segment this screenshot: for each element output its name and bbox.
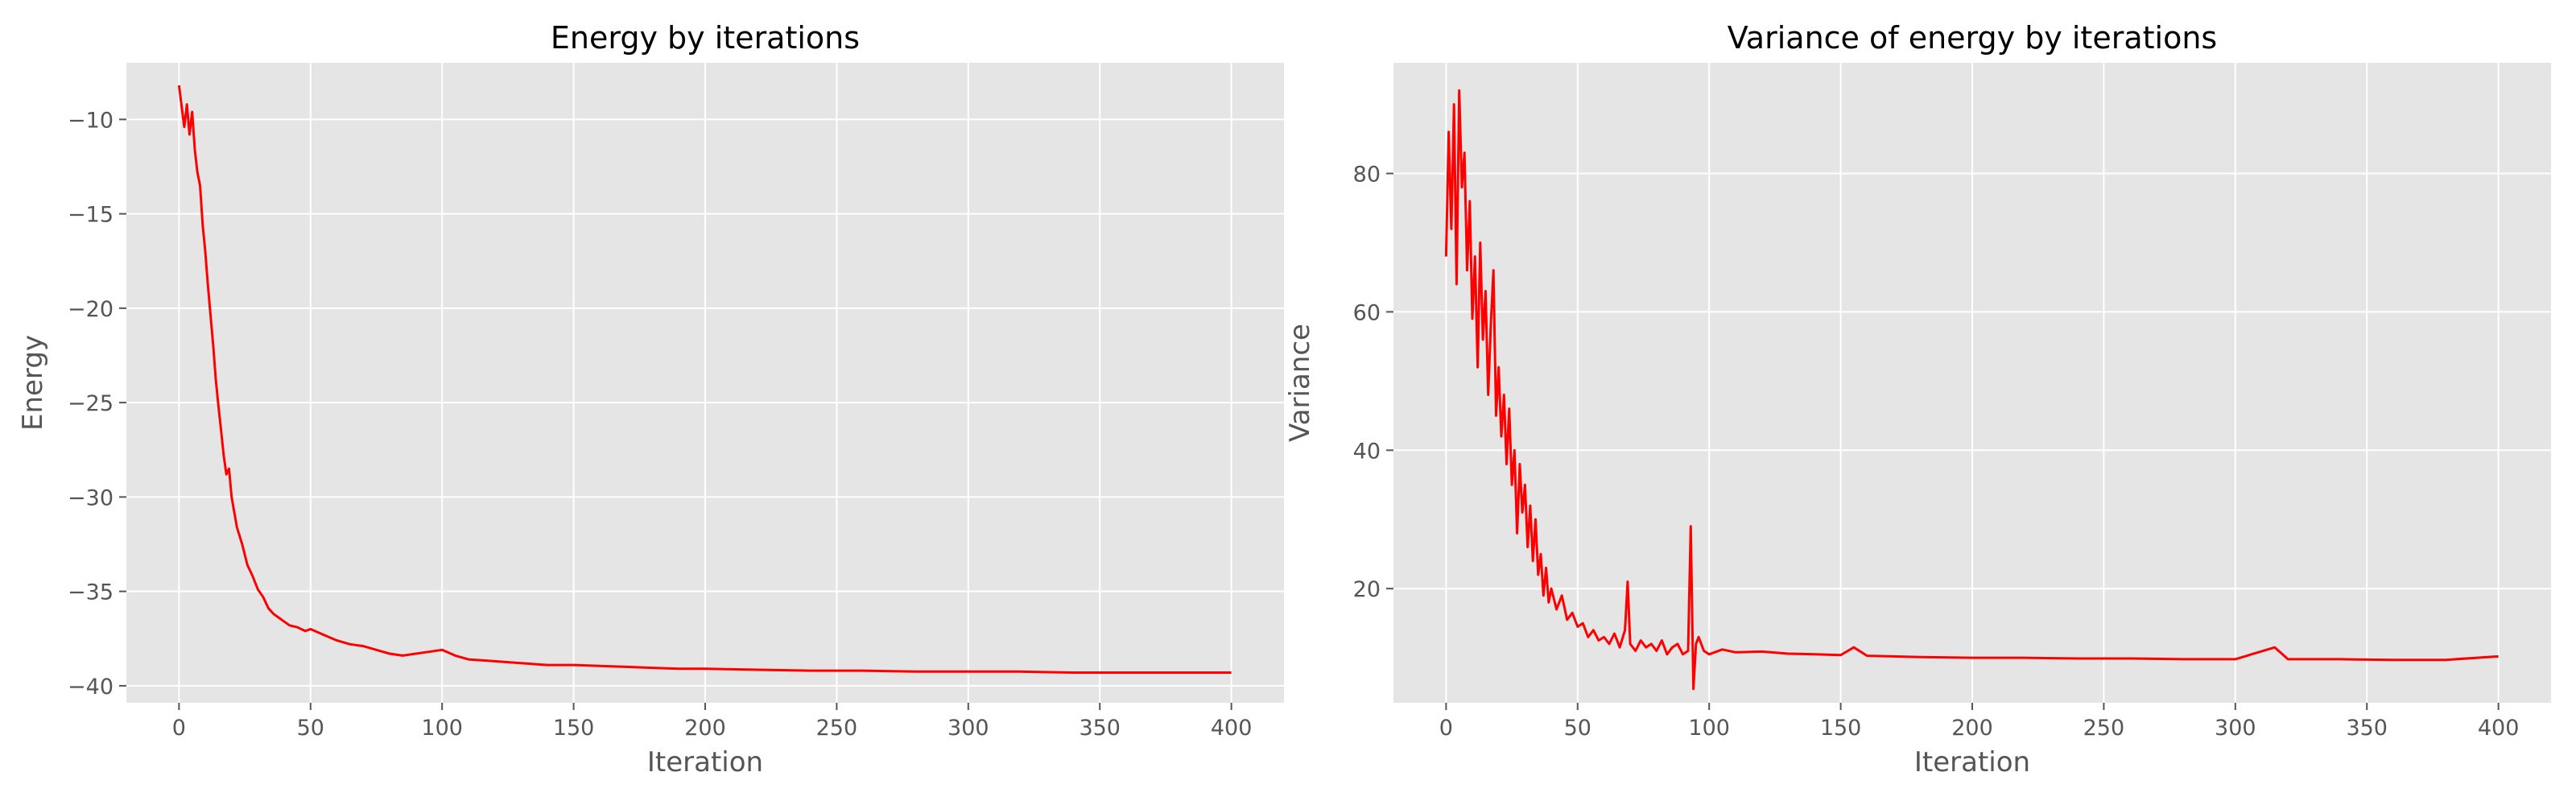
- energy-chart-title: Energy by iterations: [551, 20, 860, 56]
- energy-y-tick-label: −20: [68, 297, 114, 322]
- energy-x-tick-label: 100: [421, 716, 463, 741]
- variance-y-tick-label: 40: [1353, 439, 1381, 464]
- variance-x-tick-label: 200: [1951, 716, 1993, 741]
- variance-x-tick-label: 250: [2083, 716, 2125, 741]
- variance-y-tick-label: 80: [1353, 163, 1381, 188]
- energy-y-tick-label: −35: [68, 580, 114, 605]
- energy-x-tick-label: 0: [172, 716, 186, 741]
- energy-series-line: [177, 85, 1232, 674]
- variance-x-axis-label: Iteration: [1914, 746, 2030, 778]
- energy-ticks: 0 50 100 150 200 250 300 350 400 −40 −35 −30 −25 −20 −…: [68, 108, 1252, 741]
- variance-x-tick-label: 100: [1688, 716, 1730, 741]
- variance-x-tick-label: 400: [2478, 716, 2520, 741]
- variance-y-axis-label: Variance: [1284, 324, 1316, 442]
- energy-y-tick-label: −30: [68, 485, 114, 510]
- energy-x-tick-label: 400: [1211, 716, 1253, 741]
- energy-y-tick-label: −15: [68, 203, 114, 228]
- energy-y-tick-label: −40: [68, 675, 114, 700]
- energy-x-tick-label: 350: [1079, 716, 1121, 741]
- energy-y-tick-label: −10: [68, 108, 114, 133]
- energy-x-tick-label: 50: [297, 716, 324, 741]
- energy-x-tick-label: 150: [553, 716, 595, 741]
- variance-x-tick-label: 150: [1820, 716, 1862, 741]
- variance-x-tick-label: 300: [2215, 716, 2256, 741]
- energy-x-axis-label: Iteration: [647, 746, 763, 778]
- energy-x-tick-label: 300: [947, 716, 989, 741]
- variance-y-tick-label: 60: [1353, 300, 1381, 325]
- variance-x-tick-label: 0: [1439, 716, 1453, 741]
- variance-series-line: [1444, 89, 2499, 691]
- variance-x-tick-label: 350: [2346, 716, 2388, 741]
- variance-chart: 0 50 100 150 200 250 300 350 400 20 40 60 80 Varianc…: [1284, 20, 2551, 778]
- variance-y-tick-label: 20: [1353, 577, 1381, 602]
- energy-chart: 0 50 100 150 200 250 300 350 400 −40 −35 −30 −25 −20 −…: [17, 20, 1284, 778]
- variance-chart-title: Variance of energy by iterations: [1728, 20, 2217, 56]
- energy-x-tick-label: 250: [816, 716, 858, 741]
- variance-x-tick-label: 50: [1564, 716, 1591, 741]
- energy-y-axis-label: Energy: [17, 335, 49, 431]
- energy-y-tick-label: −25: [68, 391, 114, 416]
- variance-ticks: 0 50 100 150 200 250 300 350 400 20 40 60 80: [1353, 163, 2520, 741]
- energy-x-tick-label: 200: [684, 716, 726, 741]
- variance-grid: [1393, 63, 2551, 703]
- energy-grid: [126, 63, 1284, 703]
